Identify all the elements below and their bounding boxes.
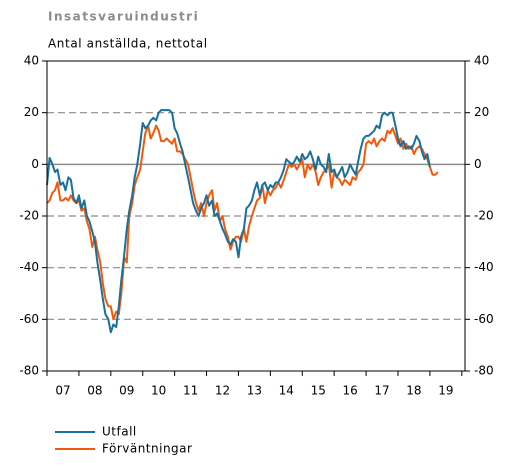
- y2-tick-label: -40: [474, 260, 494, 274]
- x-tick-label: 19: [438, 384, 453, 398]
- x-tick-label: 09: [119, 384, 134, 398]
- y2-tick-label: -80: [474, 364, 494, 378]
- chart-title: Insatsvaruindustri: [48, 10, 199, 24]
- x-tick-label: 08: [87, 384, 102, 398]
- y-tick-label: -20: [19, 209, 39, 223]
- x-tick-label: 13: [247, 384, 262, 398]
- series-line: [46, 124, 439, 321]
- y-tick-label: 20: [24, 105, 39, 119]
- x-tick-label: 10: [151, 384, 166, 398]
- y-tick-label: -80: [19, 364, 39, 378]
- y-tick-label: 0: [31, 157, 39, 171]
- legend-label: Utfall: [102, 425, 137, 439]
- y2-tick-label: -20: [474, 209, 494, 223]
- y2-tick-label: 0: [474, 157, 482, 171]
- y2-tick-label: 20: [474, 105, 489, 119]
- plot-frame: [46, 60, 466, 372]
- x-tick-label: 12: [215, 384, 230, 398]
- x-tick-label: 14: [279, 384, 294, 398]
- y2-tick-label: -60: [474, 312, 494, 326]
- series-line: [46, 109, 431, 334]
- x-tick-label: 07: [55, 384, 70, 398]
- y-tick-label: 40: [24, 54, 39, 68]
- y2-tick-label: 40: [474, 54, 489, 68]
- x-tick-label: 18: [406, 384, 421, 398]
- x-tick-label: 11: [183, 384, 198, 398]
- legend-label: Förväntningar: [102, 442, 192, 456]
- y-tick-label: -60: [19, 312, 39, 326]
- y-tick-label: -40: [19, 260, 39, 274]
- x-tick-label: 17: [374, 384, 389, 398]
- x-tick-label: 16: [342, 384, 357, 398]
- chart-subtitle: Antal anställda, nettotal: [48, 37, 208, 51]
- x-tick-label: 15: [311, 384, 326, 398]
